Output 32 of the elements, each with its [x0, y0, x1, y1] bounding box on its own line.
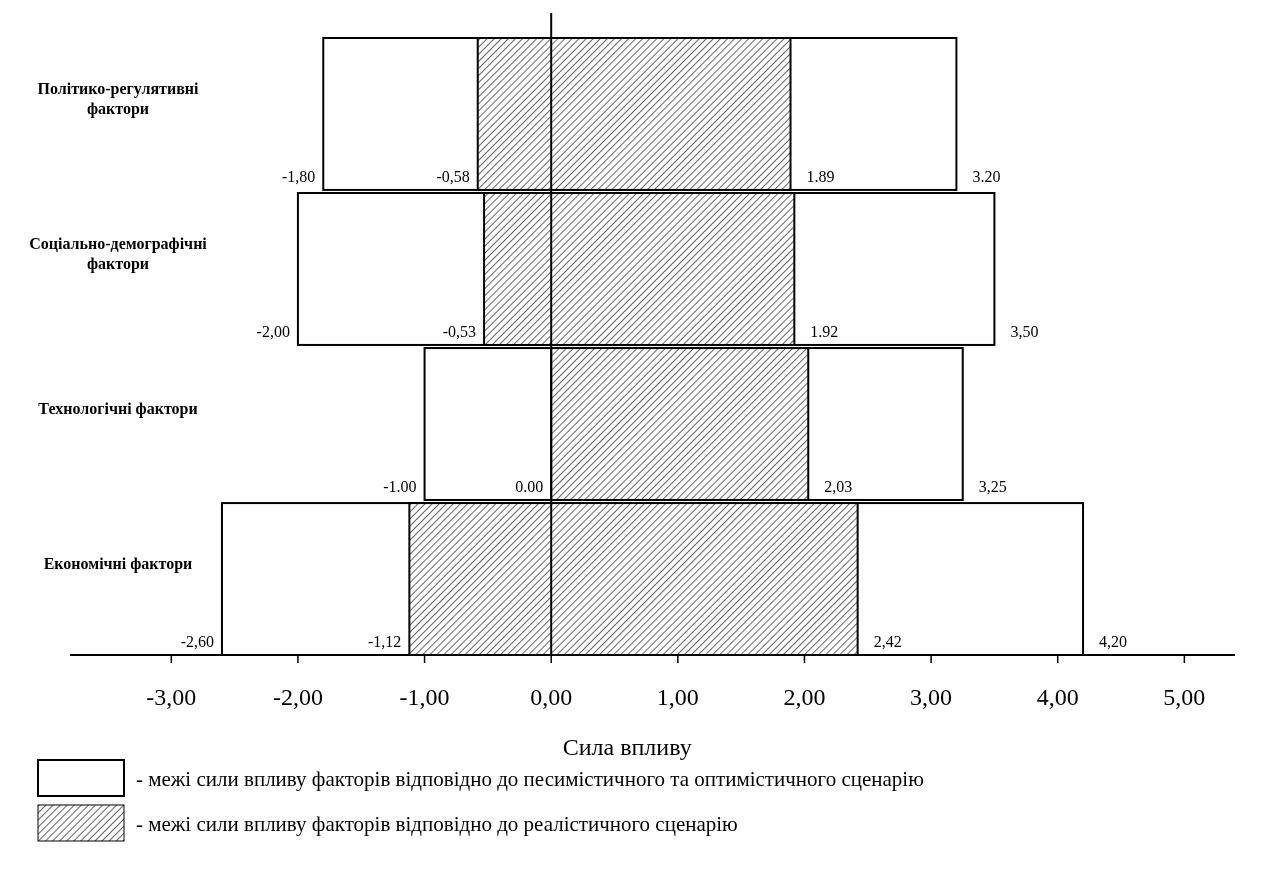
legend-label: - межі сили впливу факторів відповідно до песимістичного та оптимістичного сценарію	[136, 767, 924, 791]
y-tick-label: Технологічні фактори	[38, 400, 198, 419]
legend-label: - межі сили впливу факторів відповідно до реалістичного сценарію	[136, 812, 738, 836]
x-tick-label: 4,00	[1036, 684, 1079, 710]
x-tick-label: 0,00	[530, 684, 573, 710]
annotation: 3,50	[1010, 322, 1039, 340]
annotation: -1.00	[383, 477, 417, 495]
x-tick-label: 3,00	[910, 684, 953, 710]
x-tick-label: 1,00	[656, 684, 699, 710]
annotation: -2,60	[180, 633, 214, 650]
x-tick-label: -3,00	[146, 684, 197, 710]
annotation: 3.20	[972, 167, 1001, 185]
annotation: -0,53	[442, 322, 477, 340]
annotation: 2,42	[873, 633, 902, 650]
annotation: -2,00	[256, 322, 290, 340]
y-tick-label: Соціально-демографічні фактори	[29, 234, 208, 273]
y-tick-label: Економічні фактори	[43, 555, 193, 574]
annotation: 1.92	[810, 322, 839, 340]
x-tick-label: 5,00	[1163, 684, 1206, 710]
annotation: 2,03	[824, 477, 853, 495]
x-tick-label: -1,00	[399, 684, 450, 710]
annotation: -1,12	[368, 633, 402, 650]
annotation: 0.00	[515, 477, 544, 495]
annotation: 4,20	[1099, 633, 1128, 650]
x-tick-label: 2,00	[783, 684, 826, 710]
x-axis-title: Сила впливу	[562, 734, 692, 760]
y-tick-label: Політико-регулятивні фактори	[37, 79, 200, 118]
annotation: 3,25	[978, 477, 1007, 495]
annotation: -1,80	[281, 167, 316, 185]
annotation: 1.89	[806, 167, 835, 185]
x-tick-label: -2,00	[272, 684, 323, 710]
annotation: -0,58	[436, 167, 470, 185]
